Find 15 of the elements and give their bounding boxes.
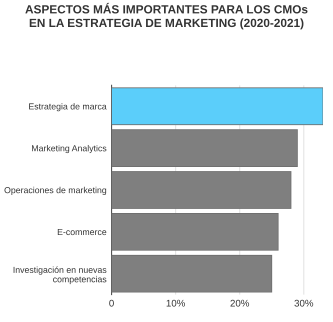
bar <box>112 171 292 209</box>
chart-title: ASPECTOS MÁS IMPORTANTES PARA LOS CMOs EN LA ESTRATEGIA DE MARKETING (2020-2021) <box>25 2 308 30</box>
y-tick-label: Estrategia de marca <box>29 103 107 112</box>
y-tick-label: Investigación en nuevas competencias <box>14 266 106 284</box>
y-tick-label: Marketing Analytics <box>32 144 106 154</box>
bar <box>112 87 324 126</box>
bar <box>112 129 298 167</box>
x-tick-label: 30% <box>294 300 314 307</box>
y-tick-label: E-commerce <box>58 228 106 236</box>
y-tick-label: Operaciones de marketing <box>4 186 106 195</box>
bar <box>112 254 272 293</box>
bar <box>112 213 279 251</box>
x-tick-label: 10% <box>166 300 186 307</box>
x-tick-label: 0 <box>109 300 114 307</box>
x-tick-label: 20% <box>230 300 250 307</box>
